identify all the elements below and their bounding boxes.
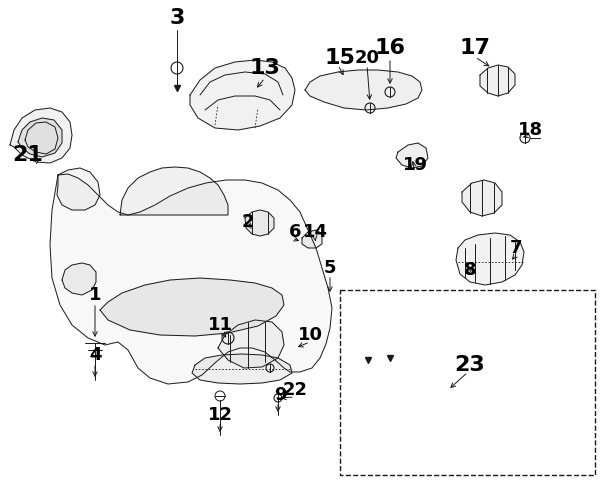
Polygon shape [18, 118, 62, 157]
Text: 3: 3 [169, 8, 185, 28]
Text: 12: 12 [208, 406, 232, 424]
Polygon shape [462, 180, 502, 216]
Polygon shape [430, 390, 460, 403]
Polygon shape [456, 233, 524, 285]
Polygon shape [190, 60, 295, 130]
Text: 8: 8 [464, 261, 476, 279]
Polygon shape [302, 230, 322, 248]
Text: 22: 22 [282, 381, 308, 399]
Polygon shape [396, 143, 428, 168]
Text: 14: 14 [302, 223, 327, 241]
Text: 1: 1 [88, 286, 101, 304]
Text: 9: 9 [274, 386, 286, 404]
Text: 18: 18 [518, 121, 542, 139]
Polygon shape [57, 168, 100, 210]
Text: 16: 16 [374, 38, 406, 58]
Text: 6: 6 [289, 223, 301, 241]
Polygon shape [245, 210, 274, 236]
Text: 13: 13 [250, 58, 281, 78]
Polygon shape [10, 108, 72, 163]
Polygon shape [192, 354, 292, 384]
Text: 21: 21 [13, 145, 43, 165]
Text: 20: 20 [355, 49, 379, 67]
Text: 7: 7 [510, 239, 523, 257]
Text: 10: 10 [297, 326, 323, 344]
Text: 2: 2 [242, 213, 254, 231]
Text: 17: 17 [459, 38, 491, 58]
Text: 19: 19 [403, 156, 427, 174]
Polygon shape [480, 65, 515, 96]
Text: 23: 23 [455, 355, 485, 375]
Text: 5: 5 [324, 259, 337, 277]
Text: 15: 15 [324, 48, 355, 68]
Polygon shape [218, 320, 284, 368]
Text: 11: 11 [208, 316, 232, 334]
Polygon shape [62, 263, 96, 295]
Bar [340, 290, 595, 475]
Polygon shape [305, 70, 422, 110]
Text: 4: 4 [88, 346, 101, 364]
Polygon shape [100, 278, 284, 336]
Polygon shape [50, 174, 332, 384]
Polygon shape [120, 167, 228, 215]
Polygon shape [420, 424, 462, 450]
Polygon shape [358, 388, 520, 466]
